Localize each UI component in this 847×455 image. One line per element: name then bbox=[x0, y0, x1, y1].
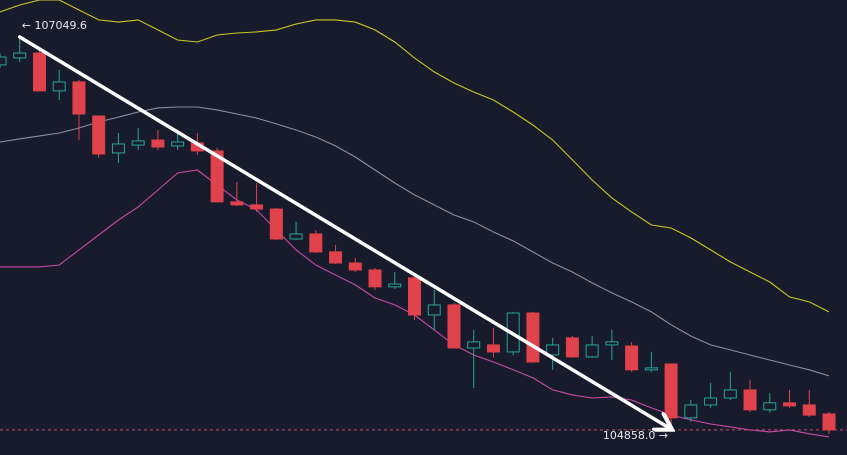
candle-body bbox=[723, 389, 737, 399]
band-line bbox=[0, 106, 830, 377]
candle-body bbox=[625, 345, 639, 371]
candle-body bbox=[664, 363, 678, 419]
candle-body bbox=[585, 344, 599, 358]
candle-body bbox=[467, 341, 481, 349]
candle-body bbox=[526, 312, 540, 363]
candle-body bbox=[822, 413, 836, 431]
candle-body bbox=[289, 233, 303, 240]
candle-body bbox=[486, 344, 500, 353]
candle-body bbox=[329, 251, 343, 264]
candle-body bbox=[408, 277, 421, 316]
candle-body bbox=[546, 344, 560, 356]
candle-body bbox=[210, 150, 224, 203]
candle-body bbox=[684, 404, 698, 419]
candle-body bbox=[783, 402, 797, 407]
candle-body bbox=[0, 56, 7, 66]
annotation-label: ← 107049.6 bbox=[22, 19, 87, 32]
candle-body bbox=[368, 269, 382, 288]
annotation-label: 104858.0 → bbox=[603, 429, 668, 442]
trend-line bbox=[17, 35, 669, 428]
candle-body bbox=[111, 143, 125, 154]
candle-body bbox=[92, 115, 106, 155]
candle-body bbox=[230, 201, 244, 206]
candle-body bbox=[309, 233, 323, 253]
candle-body bbox=[250, 204, 264, 210]
candle-body bbox=[13, 52, 27, 59]
candle-body bbox=[72, 81, 86, 115]
candle-body bbox=[32, 52, 46, 92]
candle-body bbox=[427, 304, 441, 316]
candle-body bbox=[269, 208, 283, 240]
candle-body bbox=[171, 141, 185, 147]
candle-body bbox=[388, 283, 402, 288]
candle-body bbox=[704, 397, 718, 406]
candle-body bbox=[565, 337, 579, 358]
candle-body bbox=[52, 81, 66, 92]
candle-body bbox=[802, 404, 816, 416]
candle-body bbox=[763, 402, 777, 411]
candle-body bbox=[447, 304, 461, 349]
candle-body bbox=[644, 367, 658, 371]
candle-body bbox=[151, 139, 165, 148]
candle-body bbox=[743, 389, 757, 411]
candle-body bbox=[605, 341, 619, 346]
candle-body bbox=[348, 262, 362, 271]
band-line bbox=[0, 0, 830, 313]
candle-body bbox=[131, 140, 145, 146]
